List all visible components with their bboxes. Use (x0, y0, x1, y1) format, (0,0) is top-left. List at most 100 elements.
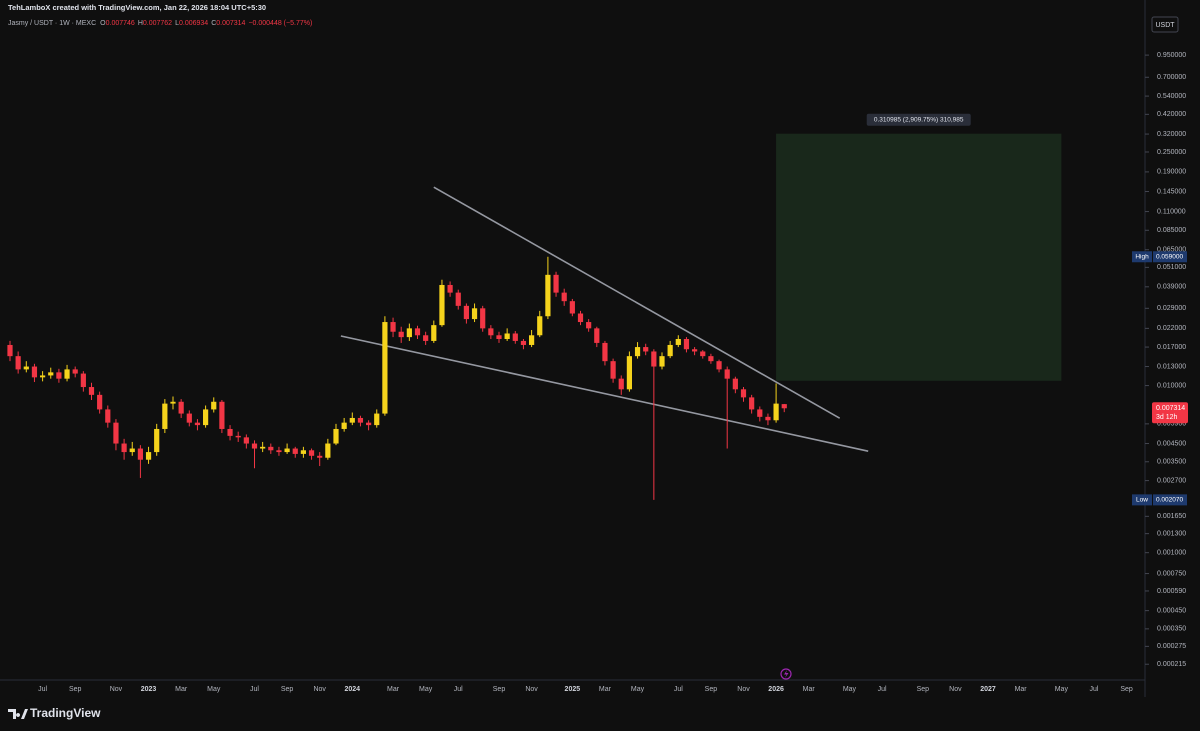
candle-body (594, 328, 600, 343)
legend-part: 0.007314 (216, 20, 245, 27)
legend-part: Jasmy / USDT · 1W · MEXC (8, 20, 96, 27)
candle-body (504, 333, 510, 340)
legend-part: 0.007746 (106, 20, 135, 27)
candle-body (97, 394, 103, 410)
candle-body (512, 333, 518, 341)
y-tick-label: 0.039000 (1157, 284, 1186, 291)
y-tick-label: 0.085000 (1157, 227, 1186, 234)
y-tick-label: 0.000450 (1157, 607, 1186, 614)
candle-body (683, 339, 690, 350)
y-tick-label: 0.540000 (1157, 93, 1186, 100)
legend-part: −0.000448 (−5.77%) (248, 20, 312, 27)
x-tick-label: May (843, 686, 857, 693)
currency[interactable]: USDT (1155, 22, 1175, 29)
x-tick-label: 2025 (565, 686, 581, 693)
candle-body (757, 409, 763, 417)
legend-part: C (211, 20, 216, 27)
y-tick-label: 0.950000 (1157, 52, 1186, 59)
candle-body (145, 452, 152, 460)
legend-part: 0.007762 (143, 20, 172, 27)
x-tick-label: Sep (705, 686, 718, 693)
y-tick-label: 0.001300 (1157, 530, 1186, 537)
candle-body (537, 316, 543, 336)
alert-bolt[interactable] (784, 670, 789, 678)
y-tick-label: 0.000350 (1157, 626, 1186, 633)
x-tick-label: Nov (949, 686, 962, 693)
candle-body (211, 401, 217, 410)
candle-body (203, 409, 209, 426)
tag-value-box (1153, 251, 1187, 263)
candle-body (545, 274, 551, 317)
candle-body (708, 356, 714, 362)
candle-body (732, 378, 738, 390)
candle-body (529, 335, 535, 345)
candle-body (15, 356, 21, 370)
x-tick-label: Jul (878, 686, 887, 693)
y-tick-label: 0.010000 (1157, 382, 1186, 389)
candle-body (773, 403, 779, 421)
candle-body (610, 361, 616, 379)
y-tick-label: 0.029000 (1157, 305, 1186, 312)
y-tick-label: 0.004500 (1157, 440, 1186, 447)
legend-part: L (175, 20, 179, 27)
candle-body (268, 446, 274, 451)
candle-body (162, 403, 168, 429)
candle-body (471, 308, 478, 320)
y-tick-label: 0.700000 (1157, 74, 1186, 81)
tag-name-box (1132, 494, 1152, 506)
x-tick-label: 2024 (345, 686, 361, 693)
x-tick-label: Jul (1089, 686, 1098, 693)
alert-icon[interactable] (780, 668, 792, 680)
x-tick-label: Nov (110, 686, 123, 693)
candle-body (129, 448, 135, 453)
y-tick-label: 0.190000 (1157, 169, 1186, 176)
tag-value: 0.059000 (1156, 253, 1183, 260)
candle-body (398, 331, 404, 338)
candle-body (406, 328, 412, 338)
candle-body (154, 428, 160, 453)
y-tick-label: 0.003500 (1157, 459, 1186, 466)
candle-body (251, 443, 258, 449)
alert-ring[interactable] (780, 668, 792, 680)
candle-body (651, 351, 657, 367)
tag-name: Low (1136, 497, 1148, 504)
candle-body (357, 417, 364, 423)
brand-mark (8, 709, 28, 719)
candle-body (113, 422, 119, 444)
candle-body (749, 397, 755, 410)
target-label: 0.310985 (2,909.75%) 310,985 (874, 116, 964, 123)
candle-body (219, 401, 225, 429)
candle-body (31, 366, 38, 378)
footer-bar (0, 697, 1200, 731)
last-price: 0.007314 (1156, 405, 1185, 412)
y-tick-label: 0.000590 (1157, 588, 1186, 595)
currency-box[interactable] (1151, 16, 1179, 33)
candle-body (260, 446, 266, 449)
candle-body (366, 422, 372, 426)
candle-body (577, 313, 584, 323)
candle-body (227, 428, 233, 436)
candle-body (137, 448, 143, 460)
candle-body (284, 448, 290, 453)
x-tick-label: Sep (493, 686, 506, 693)
x-tick-label: Mar (803, 686, 816, 693)
y-tick-label: 0.022000 (1157, 325, 1186, 332)
candle-body (716, 361, 722, 370)
x-tick-label: May (631, 686, 645, 693)
candle-body (333, 428, 339, 444)
y-tick-label: 0.065000 (1157, 247, 1186, 254)
x-tick-label: Sep (281, 686, 294, 693)
candle-body (667, 344, 673, 357)
candle-body (349, 417, 355, 423)
x-tick-label: Jul (250, 686, 259, 693)
candle-body (194, 422, 201, 426)
candle-body (618, 378, 624, 390)
y-tick-label: 0.000215 (1157, 661, 1186, 668)
candle-body (463, 305, 469, 320)
tag-value-box (1153, 494, 1187, 506)
candle-body (569, 301, 575, 314)
candle-body (235, 435, 241, 438)
y-tick-label: 0.017000 (1157, 344, 1186, 351)
candle-body (643, 347, 649, 352)
